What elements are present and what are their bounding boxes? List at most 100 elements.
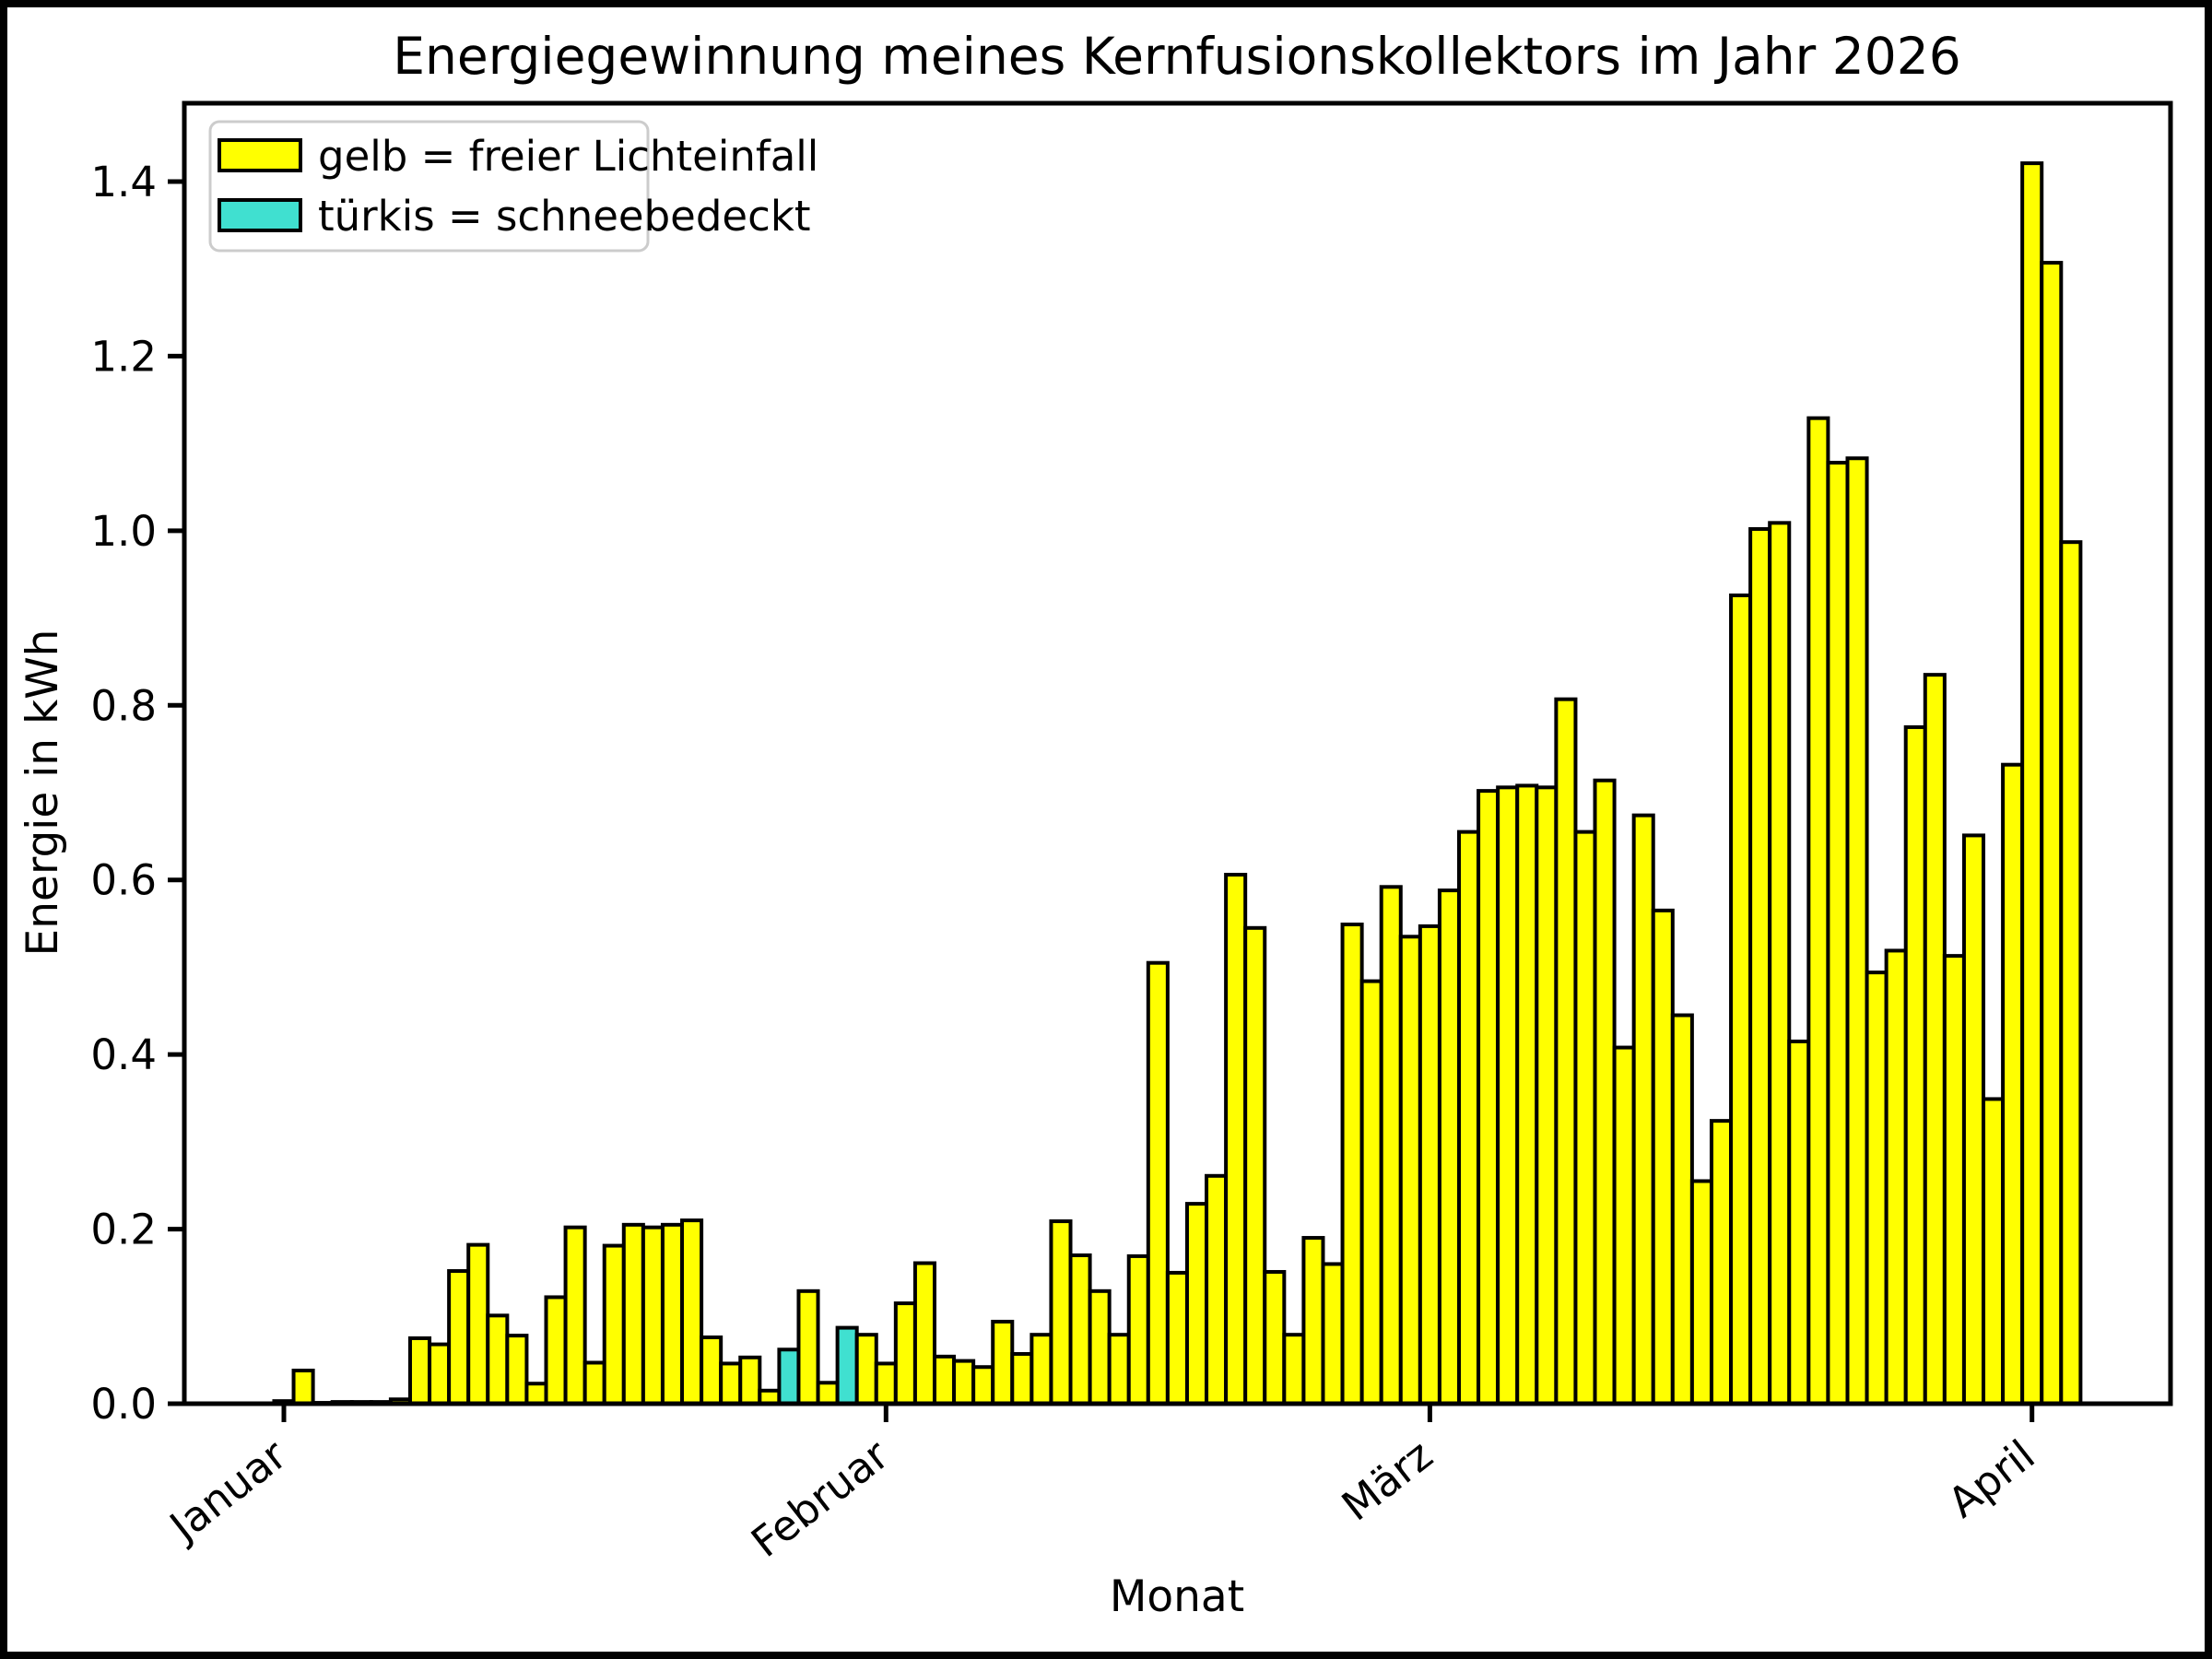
bar-free-light xyxy=(1515,783,1539,1406)
bar-free-light xyxy=(1010,1352,1034,1406)
bar-free-light xyxy=(1146,960,1170,1406)
bar-free-light xyxy=(1923,673,1947,1406)
bar-free-light xyxy=(1689,1179,1713,1406)
bar-free-light xyxy=(1359,979,1383,1406)
bar-free-light xyxy=(1982,1097,2006,1406)
bar-free-light xyxy=(1126,1253,1150,1406)
plot-area-border xyxy=(182,100,2173,1406)
bar-free-light xyxy=(932,1354,957,1406)
bar-free-light xyxy=(291,1369,315,1406)
bar-free-light xyxy=(1030,1333,1053,1406)
bar-free-light xyxy=(1768,521,1792,1406)
bar-free-light xyxy=(660,1222,685,1406)
chart-title: Energiegewinnung meines Kernfusionskolle… xyxy=(393,27,1960,86)
bar-free-light xyxy=(621,1222,645,1406)
y-tick-label: 1.0 xyxy=(90,507,157,556)
bar-free-light xyxy=(1670,1013,1694,1406)
bar-free-light xyxy=(952,1359,976,1406)
bar-free-light xyxy=(1243,925,1267,1406)
legend-swatch-snow-covered xyxy=(218,198,302,232)
bar-free-light xyxy=(1593,778,1617,1406)
bar-free-light xyxy=(1709,1119,1734,1406)
bar-free-light xyxy=(1554,697,1578,1406)
bar-free-light xyxy=(1282,1333,1306,1406)
y-axis-label: Energie in kWh xyxy=(18,629,68,957)
bar-free-light xyxy=(1787,1039,1811,1406)
bar-free-light xyxy=(1301,1236,1325,1406)
y-tick-label: 0.8 xyxy=(90,681,157,730)
bar-free-light xyxy=(971,1365,995,1406)
bar-free-light xyxy=(466,1242,490,1406)
bar-free-light xyxy=(407,1335,432,1406)
bar-free-light xyxy=(428,1342,452,1406)
bar-free-light xyxy=(505,1334,529,1406)
bar-free-light xyxy=(1631,813,1655,1406)
bar-free-light xyxy=(1457,830,1481,1406)
bar-free-light xyxy=(1340,923,1364,1406)
bar-free-light xyxy=(854,1333,878,1406)
bar-free-light xyxy=(738,1355,762,1406)
bar-free-light xyxy=(1224,873,1248,1406)
bar-free-light xyxy=(1049,1219,1073,1406)
bar-free-light xyxy=(2020,161,2044,1406)
bar-free-light xyxy=(1806,416,1830,1406)
legend-label-snow-covered: türkis = schneebedeckt xyxy=(318,192,811,241)
bar-free-light xyxy=(2040,261,2064,1406)
legend: gelb = freier Lichteinfall türkis = schn… xyxy=(208,120,818,253)
bar-free-light xyxy=(1942,954,1966,1406)
bar-free-light xyxy=(1088,1288,1112,1406)
bar-free-light xyxy=(486,1313,510,1406)
bar-free-light xyxy=(544,1295,568,1406)
bar-free-light xyxy=(1748,526,1772,1406)
bar-free-light xyxy=(874,1361,898,1406)
bar-free-light xyxy=(602,1243,626,1406)
bar-free-light xyxy=(582,1360,606,1406)
bar-free-light xyxy=(2001,762,2025,1406)
bar-free-light xyxy=(680,1218,704,1406)
y-tick-label: 0.4 xyxy=(90,1030,157,1079)
y-tick-label: 1.2 xyxy=(90,332,157,381)
bar-free-light xyxy=(1496,785,1520,1406)
y-tick-label: 1.4 xyxy=(90,158,157,206)
bar-free-light xyxy=(641,1225,665,1406)
bar-free-light xyxy=(1961,833,1986,1406)
bar-free-light xyxy=(2059,540,2083,1406)
bar-free-light xyxy=(912,1261,936,1406)
bar-free-light xyxy=(700,1335,724,1406)
bar-free-light xyxy=(796,1288,820,1406)
y-tick-label: 0.6 xyxy=(90,856,157,905)
bar-free-light xyxy=(447,1269,471,1406)
bar-free-light xyxy=(1068,1253,1092,1406)
bar-snow-covered xyxy=(835,1325,859,1406)
bar-free-light xyxy=(1535,785,1559,1406)
bar-free-light xyxy=(893,1301,917,1406)
bar-free-light xyxy=(1184,1202,1209,1406)
bar-free-light xyxy=(816,1381,840,1406)
bar-free-light xyxy=(1263,1269,1287,1406)
bar-free-light xyxy=(524,1382,548,1406)
bar-free-light xyxy=(1398,935,1422,1406)
legend-label-free-light: gelb = freier Lichteinfall xyxy=(318,132,818,181)
bar-free-light xyxy=(1165,1270,1189,1406)
bar-free-light xyxy=(1845,456,1869,1406)
bar-free-light xyxy=(1729,593,1753,1406)
bar-free-light xyxy=(1903,724,1927,1406)
bar-free-light xyxy=(1865,971,1888,1406)
legend-swatch-free-light xyxy=(218,138,302,172)
bar-free-light xyxy=(1205,1173,1229,1406)
bar-free-light xyxy=(1826,460,1850,1406)
bar-free-light xyxy=(1437,888,1462,1406)
legend-frame xyxy=(208,120,650,253)
bar-free-light xyxy=(1418,924,1441,1406)
bar-snow-covered xyxy=(777,1347,801,1406)
bar-free-light xyxy=(1612,1045,1636,1406)
bar-free-light xyxy=(1107,1333,1131,1406)
bar-free-light xyxy=(1651,908,1675,1406)
bar-free-light xyxy=(563,1225,587,1406)
bar-free-light xyxy=(1884,948,1908,1406)
y-tick-label: 0.2 xyxy=(90,1206,157,1254)
y-tick-label: 0.0 xyxy=(90,1380,157,1429)
